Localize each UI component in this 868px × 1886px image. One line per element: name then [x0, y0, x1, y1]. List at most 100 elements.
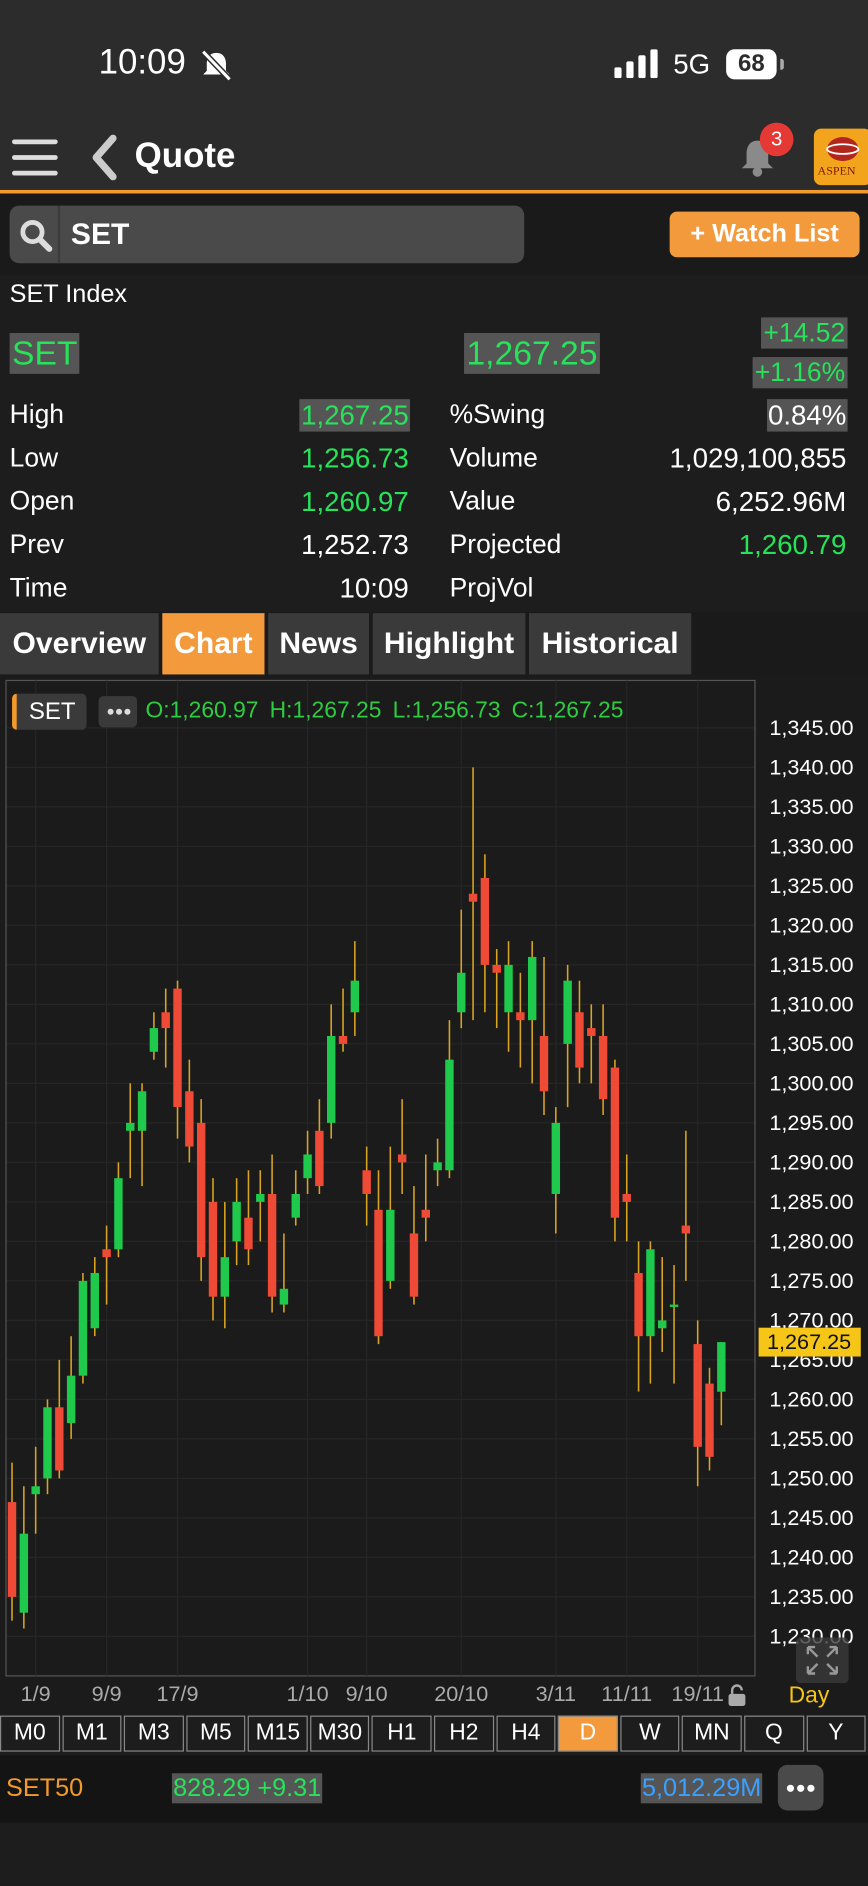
- tab[interactable]: Highlight: [372, 613, 526, 675]
- header-divider: [0, 189, 868, 194]
- stat-value: 6,252.96M: [715, 485, 847, 517]
- stat-value: 1,267.25: [299, 399, 410, 432]
- candle-body: [43, 1407, 52, 1479]
- network: 5G: [673, 48, 711, 80]
- stat-label: High: [9, 399, 65, 430]
- timeframe-button[interactable]: M0: [0, 1715, 60, 1752]
- candle-body: [244, 1217, 253, 1250]
- battery: 68: [726, 49, 777, 80]
- timeframe-button[interactable]: Q: [744, 1715, 804, 1752]
- chart-symbol-box[interactable]: SET: [12, 693, 87, 730]
- top-bar: [0, 0, 868, 192]
- candle-body: [232, 1201, 241, 1242]
- candle-body: [90, 1272, 99, 1329]
- interval-label: Day: [788, 1683, 830, 1709]
- silent-icon: [201, 49, 232, 82]
- timeframe-button[interactable]: M1: [62, 1715, 122, 1752]
- candle-body: [137, 1091, 147, 1131]
- candle-body: [315, 1130, 324, 1187]
- candle-body: [66, 1375, 76, 1424]
- candle-body: [445, 1059, 454, 1171]
- timeframe-button[interactable]: H4: [496, 1715, 556, 1752]
- ohlc-summary: O:1,260.97 H:1,267.25 L:1,256.73 C:1,267…: [145, 698, 624, 724]
- stat-label: Prev: [9, 528, 65, 560]
- candle-body: [350, 980, 360, 1013]
- x-tick-label: 11/11: [601, 1681, 652, 1706]
- candle-body: [291, 1193, 300, 1218]
- back-button[interactable]: [89, 134, 123, 181]
- candle-body: [527, 956, 537, 1021]
- candle-body: [563, 980, 572, 1044]
- timeframe-button[interactable]: D: [558, 1715, 618, 1752]
- tab[interactable]: Chart: [162, 613, 265, 675]
- stat-label: Time: [9, 572, 68, 603]
- candle-body: [220, 1257, 230, 1297]
- candle-body: [149, 1028, 159, 1052]
- y-tick-label: 1,280.00: [769, 1228, 853, 1253]
- candle-body: [114, 1178, 123, 1250]
- stat-label: Value: [449, 485, 516, 516]
- watch-list-button[interactable]: + Watch List: [669, 211, 860, 258]
- candle-body: [504, 964, 513, 1013]
- candle-body: [598, 1035, 608, 1100]
- ticker-menu-button[interactable]: [777, 1764, 824, 1811]
- timeframe-button[interactable]: W: [620, 1715, 680, 1752]
- menu-button[interactable]: [12, 137, 60, 178]
- chart: 1,230.001,235.001,240.001,245.001,250.00…: [5, 679, 861, 1706]
- candle-body: [575, 1012, 584, 1068]
- logo[interactable]: ASPEN: [813, 128, 868, 186]
- y-tick-label: 1,340.00: [769, 754, 853, 779]
- change-percent: +1.16%: [752, 357, 848, 389]
- candle-body: [551, 1122, 561, 1194]
- chart-menu-button[interactable]: [98, 696, 138, 728]
- timeframe-button[interactable]: M15: [248, 1715, 308, 1752]
- y-tick-label: 1,325.00: [769, 873, 853, 898]
- last-price: 1,267.25: [464, 333, 600, 374]
- candle-body: [492, 964, 501, 973]
- timeframe-button[interactable]: H2: [434, 1715, 494, 1752]
- logo-text: ASPEN: [817, 164, 856, 178]
- candle-body: [386, 1209, 395, 1281]
- y-tick-label: 1,235.00: [769, 1584, 853, 1609]
- stat-label: ProjVol: [449, 572, 534, 603]
- stat-label: Open: [9, 485, 75, 516]
- timeframe-button[interactable]: M5: [186, 1715, 246, 1752]
- tab[interactable]: Overview: [0, 613, 159, 675]
- timeframe-button[interactable]: M3: [124, 1715, 184, 1752]
- timeframe-button[interactable]: Y: [806, 1715, 866, 1752]
- candle-body: [267, 1193, 277, 1297]
- search-box[interactable]: SET: [9, 205, 525, 264]
- candle-body: [480, 877, 490, 965]
- candle-body: [634, 1272, 643, 1337]
- candle-body: [705, 1383, 714, 1457]
- y-tick-label: 1,285.00: [769, 1189, 853, 1214]
- symbol: SET: [9, 333, 80, 374]
- candle-body: [693, 1344, 702, 1447]
- stat-value: 0.84%: [766, 399, 848, 432]
- x-tick-label: 3/11: [536, 1681, 576, 1706]
- tab[interactable]: Historical: [528, 613, 692, 675]
- candle-body: [409, 1233, 419, 1297]
- expand-button[interactable]: [795, 1637, 849, 1684]
- timeframe-button[interactable]: H1: [372, 1715, 432, 1752]
- y-tick-label: 1,290.00: [769, 1149, 853, 1174]
- candle-body: [717, 1342, 726, 1392]
- tab[interactable]: News: [268, 613, 370, 675]
- x-tick-label: 17/9: [156, 1681, 198, 1706]
- timeframe-button[interactable]: MN: [682, 1715, 742, 1752]
- candle-body: [374, 1209, 383, 1337]
- candle-body: [421, 1209, 430, 1218]
- dots-icon: [107, 708, 131, 715]
- candle-body: [681, 1225, 691, 1234]
- lock-icon[interactable]: [726, 1683, 748, 1707]
- timeframe-button[interactable]: M30: [310, 1715, 370, 1752]
- x-tick-label: 9/9: [92, 1681, 122, 1706]
- candle-body: [196, 1122, 206, 1258]
- candle-body: [338, 1035, 348, 1044]
- candle-body: [516, 1012, 525, 1021]
- y-tick-label: 1,240.00: [769, 1544, 853, 1569]
- chart-symbol: SET: [28, 698, 76, 725]
